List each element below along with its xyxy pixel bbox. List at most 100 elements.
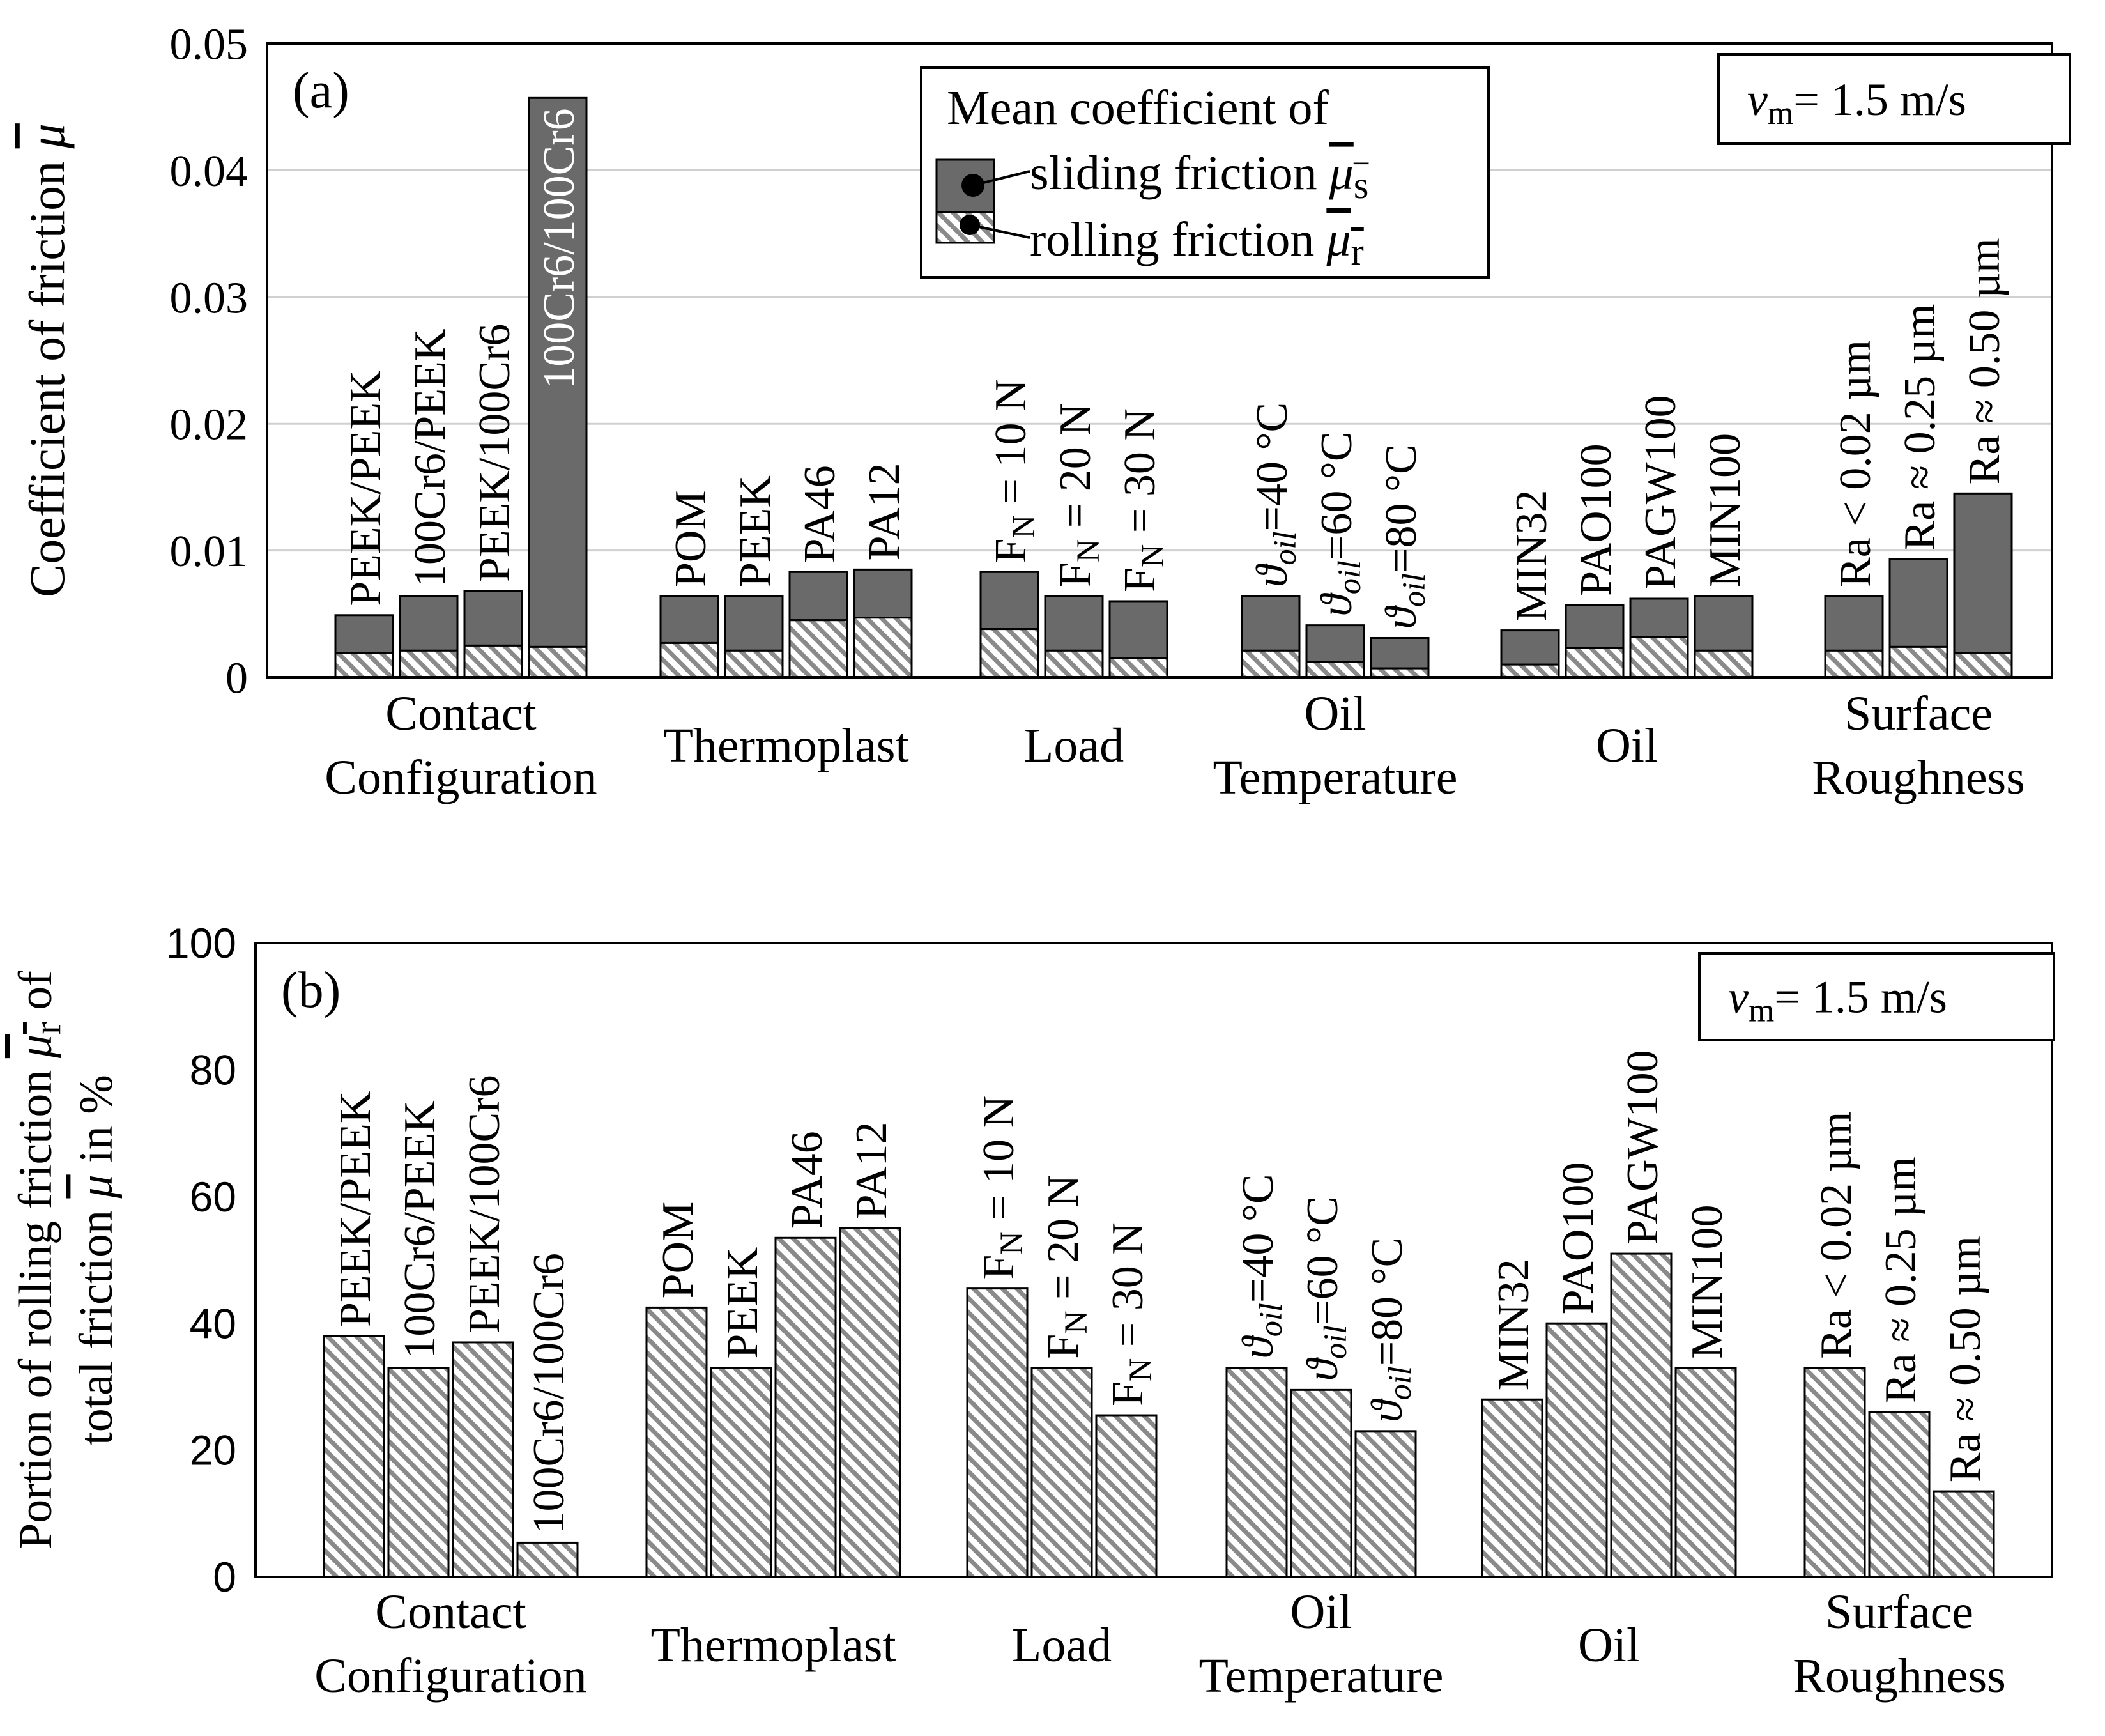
sliding-friction-bar bbox=[1953, 492, 2013, 654]
rolling-friction-bar bbox=[979, 628, 1039, 679]
bar-label: PEEK/100Cr6 bbox=[460, 1075, 509, 1333]
rolling-friction-bar bbox=[1305, 661, 1365, 679]
group-label: Contact Configuration bbox=[325, 687, 597, 804]
legend-entry-sliding: sliding friction μs bbox=[1030, 146, 1368, 207]
y-axis-label-line2: total friction μ in % bbox=[70, 1075, 123, 1445]
speed-label: vm= 1.5 m/s bbox=[1728, 971, 1947, 1029]
bar-label: PEEK bbox=[731, 475, 780, 587]
y-tick-label: 0.05 bbox=[170, 20, 249, 70]
rolling-portion-bar bbox=[645, 1306, 708, 1578]
bar-label: PAGW100 bbox=[1636, 395, 1685, 590]
sliding-friction-bar bbox=[1241, 595, 1301, 652]
y-axis-label: Coefficient of friction μ bbox=[19, 123, 75, 597]
group-label: Surface Roughness bbox=[1793, 1585, 2006, 1703]
sliding-friction-bar bbox=[1694, 595, 1754, 652]
bar-label: PAO100 bbox=[1554, 1162, 1603, 1315]
sliding-friction-bar bbox=[1629, 597, 1689, 638]
plot-frame bbox=[254, 942, 2053, 1578]
speed-label: vm= 1.5 m/s bbox=[1747, 74, 1966, 132]
group-label: Oil Temperature bbox=[1213, 687, 1458, 804]
rolling-portion-bar bbox=[1803, 1367, 1866, 1578]
rolling-portion-bar bbox=[323, 1335, 385, 1578]
rolling-portion-bar bbox=[516, 1541, 579, 1578]
rolling-portion-bar bbox=[387, 1367, 450, 1578]
y-tick-label: 0.02 bbox=[170, 401, 249, 450]
group-label: Load bbox=[1012, 1618, 1112, 1672]
rolling-friction-bar bbox=[724, 649, 784, 679]
rolling-friction-bar bbox=[399, 649, 459, 679]
panel-b-chart: 0 20 40 60 80 100 PEEK/PEEK 100Cr6/PEEK PEEK/100… bbox=[10, 919, 2055, 1703]
rolling-friction-bar bbox=[334, 652, 394, 679]
rolling-friction-bar bbox=[1824, 649, 1884, 679]
sliding-friction-bar bbox=[724, 595, 784, 652]
panel-label: (a) bbox=[293, 63, 349, 119]
legend-title: Mean coefficient of bbox=[947, 81, 1329, 135]
rolling-portion-bar bbox=[1030, 1367, 1093, 1578]
group-label: Thermoplast bbox=[650, 1618, 896, 1672]
speed-box bbox=[1698, 952, 2055, 1041]
bar-label: FN = 20 N bbox=[1039, 1175, 1094, 1359]
panel-a-chart: 0 0.01 0.02 0.03 0.04 0.05 PEEK/PEEK 100Cr6/PEE… bbox=[19, 20, 2071, 804]
bar-label: PEEK bbox=[718, 1247, 767, 1359]
bar-label: FN = 30 N bbox=[1103, 1222, 1158, 1406]
bar-label: Ra < 0.02 µm bbox=[1831, 340, 1880, 587]
rolling-friction-bar bbox=[463, 644, 523, 679]
rolling-friction-bar bbox=[853, 617, 913, 679]
y-tick-label: 0 bbox=[213, 1553, 236, 1601]
legend-box bbox=[920, 66, 1490, 279]
rolling-portion-bar bbox=[839, 1227, 901, 1578]
bar-label: 100Cr6/100Cr6 bbox=[535, 108, 584, 388]
bar-label: ϑoil=60 °C bbox=[1312, 431, 1367, 616]
rolling-friction-bar bbox=[1108, 657, 1168, 679]
bar-label: POM bbox=[654, 1202, 703, 1299]
sliding-friction-bar bbox=[399, 595, 459, 652]
group-label: Thermoplast bbox=[663, 719, 908, 772]
group-label: Oil Temperature bbox=[1199, 1585, 1444, 1703]
bar-label: MIN32 bbox=[1489, 1259, 1538, 1390]
sliding-friction-bar bbox=[528, 96, 588, 648]
rolling-friction-bar bbox=[1044, 649, 1104, 679]
bar-label: PA46 bbox=[783, 1131, 832, 1229]
bar-label: ϑoil=80 °C bbox=[1363, 1238, 1418, 1422]
bar-label: PA12 bbox=[847, 1121, 896, 1219]
rolling-friction-bar bbox=[659, 641, 719, 679]
rolling-friction-bar bbox=[1694, 649, 1754, 679]
legend-entry-rolling: rolling friction μr bbox=[1030, 213, 1364, 273]
rolling-portion-bar bbox=[1610, 1252, 1673, 1578]
rolling-friction-bar bbox=[1888, 645, 1948, 679]
rolling-friction-bar bbox=[1370, 667, 1430, 679]
sliding-friction-bar bbox=[1565, 604, 1625, 649]
rolling-portion-bar bbox=[1354, 1430, 1417, 1578]
bar-label: POM bbox=[666, 490, 716, 587]
sliding-friction-bar bbox=[463, 590, 523, 647]
bar-label: Ra ≈ 0.50 µm bbox=[1941, 1236, 1990, 1482]
bar-label: PEEK/PEEK bbox=[331, 1091, 380, 1327]
y-tick-label: 60 bbox=[190, 1173, 236, 1220]
y-axis-label-line1: Portion of rolling friction μr of bbox=[10, 971, 68, 1549]
bar-label: PEEK/100Cr6 bbox=[470, 324, 519, 582]
sliding-friction-bar bbox=[659, 595, 719, 644]
bar-label: 100Cr6/PEEK bbox=[406, 329, 455, 587]
bar-label: FN = 30 N bbox=[1115, 408, 1170, 592]
bar-label: ϑoil=40 °C bbox=[1234, 1174, 1289, 1358]
sliding-friction-bar bbox=[334, 614, 394, 654]
y-tick-label: 100 bbox=[166, 919, 236, 967]
rolling-portion-bar bbox=[1545, 1322, 1608, 1578]
rolling-friction-bar bbox=[528, 645, 588, 679]
panel-label: (b) bbox=[281, 962, 341, 1018]
rolling-friction-bar bbox=[788, 619, 848, 679]
rolling-portion-bar bbox=[710, 1367, 772, 1578]
y-tick-label: 20 bbox=[190, 1427, 236, 1474]
rolling-portion-bar bbox=[1674, 1367, 1737, 1578]
sliding-friction-bar bbox=[853, 568, 913, 619]
rolling-portion-bar bbox=[1481, 1398, 1543, 1578]
rolling-portion-bar bbox=[1868, 1411, 1931, 1578]
sliding-friction-bar bbox=[1824, 595, 1884, 652]
y-tick-label: 0.03 bbox=[170, 273, 249, 323]
bar-label: ϑoil=80 °C bbox=[1377, 444, 1432, 629]
sliding-friction-bar bbox=[1500, 629, 1560, 666]
sliding-friction-bar bbox=[1888, 558, 1948, 648]
bar-label: Ra ≈ 0.50 µm bbox=[1960, 238, 2009, 484]
group-label: Surface Roughness bbox=[1812, 687, 2025, 804]
